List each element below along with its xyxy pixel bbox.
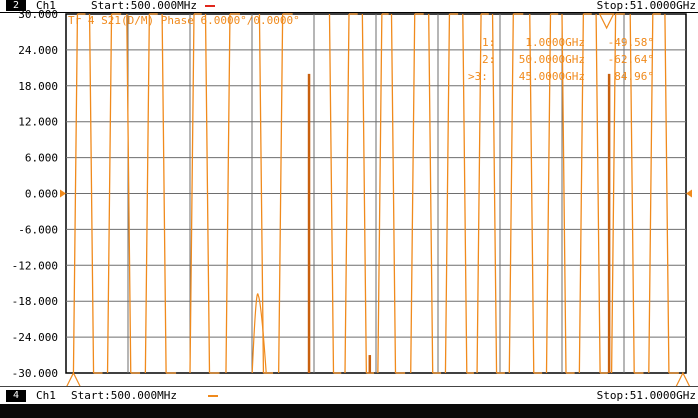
reference-left-arrow	[60, 189, 66, 198]
trace-color-indicator	[205, 5, 215, 7]
marker-value: 84.96°	[614, 70, 654, 83]
softkey-strip	[0, 404, 698, 418]
y-tick-label: -6.000	[18, 223, 58, 236]
plot-grid	[65, 13, 687, 374]
y-tick-label: -24.000	[12, 331, 58, 344]
phase-trace-bump	[251, 293, 267, 374]
start-frequency-label[interactable]: Start:500.000MHz	[91, 0, 197, 12]
marker-triangle-icon	[65, 371, 82, 388]
y-tick-label: 0.000	[25, 188, 58, 201]
marker-frequency: 45.0000GHz	[519, 70, 585, 83]
channel-number-badge[interactable]: 4	[6, 390, 26, 402]
marker-frequency: 1.0000GHz	[525, 36, 585, 49]
marker-readout-table: 1: 1.0000GHz -49.58° 2: 50.0000GHz -62.64° >3:…	[468, 36, 654, 83]
channel-number-badge[interactable]: 2	[6, 0, 26, 11]
channel-label: Ch1	[36, 0, 56, 12]
trace-color-indicator	[208, 395, 218, 397]
y-tick-label: 18.000	[18, 80, 58, 93]
start-frequency-label[interactable]: Start:500.000MHz	[71, 389, 177, 402]
trace-header[interactable]: Tr 4 S21(D/M) Phase 6.0000°/0.0000°	[68, 14, 300, 27]
y-axis-labels: 30.000 24.000 18.000 12.000 6.000 0.000 -6.000…	[12, 8, 692, 380]
marker-id: 2:	[482, 53, 495, 66]
marker-value: -49.58°	[608, 36, 654, 49]
channel-label: Ch1	[36, 389, 56, 402]
marker-id: 1:	[482, 36, 495, 49]
y-tick-label: 12.000	[18, 116, 58, 129]
marker-frequency: 50.0000GHz	[519, 53, 585, 66]
top-channel-bar: 2 Ch1 Start:500.000MHz Stop:51.0000GHz	[0, 0, 698, 13]
y-tick-label: -30.000	[12, 367, 58, 380]
bottom-channel-bar: 4 Ch1 Start:500.000MHz Stop:51.0000GHz	[0, 386, 698, 404]
phase-trace	[72, 13, 679, 374]
marker-triangle-icon	[674, 371, 691, 388]
stop-frequency-label[interactable]: Stop:51.0000GHz	[596, 389, 696, 402]
stop-frequency-label[interactable]: Stop:51.0000GHz	[596, 0, 696, 12]
y-tick-label: 24.000	[18, 44, 58, 57]
marker-value: -62.64°	[608, 53, 654, 66]
y-tick-label: 30.000	[18, 8, 58, 21]
marker-id: >3:	[468, 70, 488, 83]
y-tick-label: -18.000	[12, 295, 58, 308]
phase-trace-wraps	[72, 13, 679, 374]
marker-triangle-icon	[598, 13, 615, 30]
y-tick-label: -12.000	[12, 259, 58, 272]
reference-right-arrow	[686, 189, 692, 198]
y-tick-label: 6.000	[25, 152, 58, 165]
